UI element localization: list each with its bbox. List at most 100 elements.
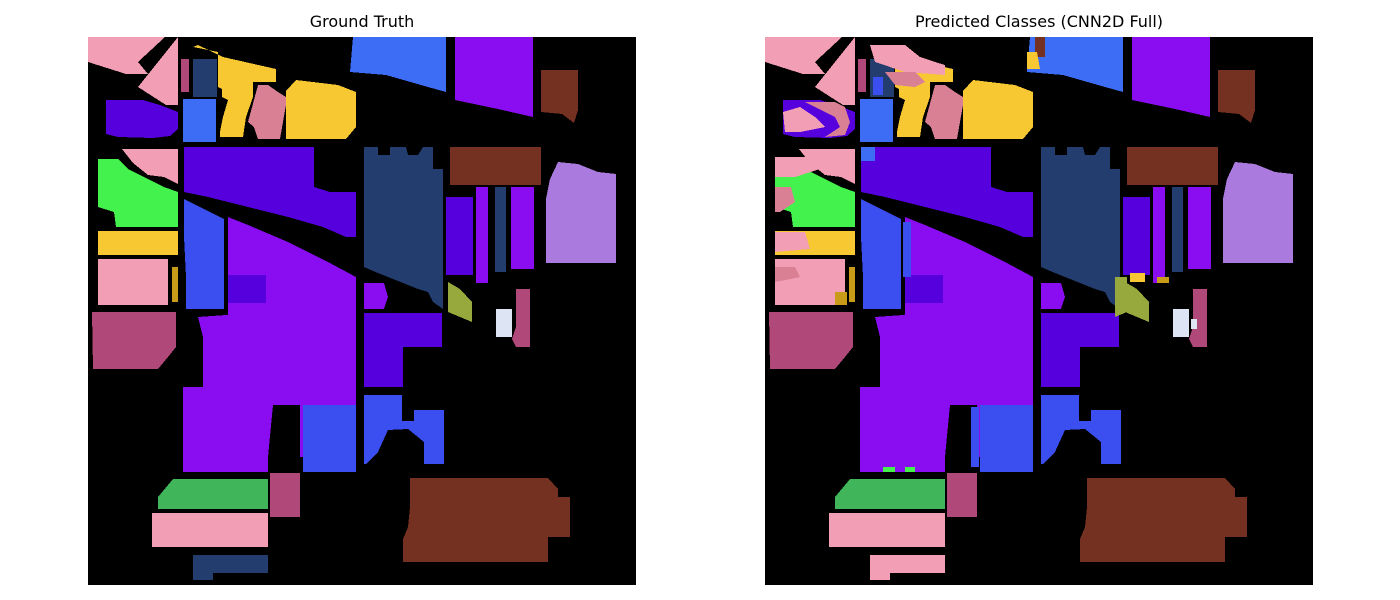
class-region-brown (1218, 70, 1255, 123)
class-region-mauve (925, 85, 963, 139)
class-region-dark-gold (849, 267, 855, 302)
class-region-blue (860, 99, 893, 142)
class-region-navy (193, 59, 217, 97)
class-region-pink (775, 259, 845, 305)
class-region-violet (446, 197, 473, 275)
class-region-navy (193, 555, 268, 580)
class-region-violet (1041, 313, 1119, 387)
class-region-navy (1172, 187, 1183, 272)
class-region-pink (870, 555, 945, 580)
class-region-brown (541, 70, 578, 123)
class-region-purple (511, 187, 534, 269)
predicted-classes-title: Predicted Classes (CNN2D Full) (914, 12, 1164, 31)
class-region-pink (829, 513, 945, 547)
class-region-magenta (270, 473, 300, 517)
class-region-purple (364, 283, 388, 309)
class-region-blue (183, 99, 216, 142)
class-region-navy (495, 187, 506, 272)
class-region-royal (873, 77, 883, 95)
class-region-purple (1041, 283, 1065, 309)
class-region-royal (184, 199, 224, 309)
class-region-violet (861, 147, 1033, 237)
class-region-purple (860, 457, 945, 472)
class-region-gold (193, 45, 276, 137)
class-region-white (1191, 319, 1197, 329)
ground-truth-map (88, 37, 636, 585)
class-region-pink (775, 232, 810, 252)
class-region-pink (799, 149, 855, 184)
class-region-magenta (92, 312, 176, 369)
class-region-royal (364, 395, 444, 464)
class-region-brown (403, 478, 570, 562)
class-region-gold (286, 80, 356, 139)
class-region-blue (1027, 37, 1123, 92)
class-region-brown (1127, 147, 1218, 185)
class-region-violet (1123, 197, 1150, 275)
class-region-brown (1080, 478, 1247, 562)
class-region-mauve (775, 267, 800, 282)
class-region-purple (1153, 187, 1165, 283)
class-region-royal (971, 407, 979, 467)
class-region-pink (88, 37, 165, 74)
class-region-gold (1027, 52, 1040, 69)
class-region-purple (183, 457, 268, 472)
class-region-mauve (805, 102, 850, 137)
predicted-classes-map (765, 37, 1313, 585)
class-region-dark-green (835, 479, 945, 509)
class-region-brown (1035, 37, 1045, 57)
class-region-pink (152, 513, 268, 547)
ground-truth-title: Ground Truth (309, 12, 415, 31)
class-region-mauve (248, 85, 286, 139)
class-region-violet (106, 100, 178, 138)
class-region-dark-green (158, 479, 268, 509)
class-region-olive (448, 282, 472, 322)
class-region-pink (765, 37, 842, 74)
class-region-violet (364, 313, 442, 387)
class-region-lilac (1223, 162, 1293, 263)
class-region-royal (903, 222, 911, 277)
class-region-purple (860, 217, 1033, 457)
class-region-gold (1130, 273, 1145, 282)
class-region-green (883, 467, 895, 472)
class-region-purple (1188, 187, 1211, 269)
class-region-magenta (858, 59, 866, 92)
class-region-violet (184, 147, 356, 237)
class-region-dark-gold (1157, 277, 1169, 283)
class-region-olive (1125, 282, 1149, 322)
class-region-blue (350, 37, 446, 92)
class-region-magenta (1189, 289, 1207, 347)
class-region-purple (1132, 37, 1210, 117)
class-region-royal (303, 405, 356, 472)
class-region-mauve (885, 72, 925, 87)
class-region-purple (476, 187, 488, 283)
class-region-brown (450, 147, 541, 185)
class-region-dark-gold (835, 292, 847, 305)
class-region-royal (861, 199, 901, 309)
class-region-blue (861, 147, 875, 161)
class-region-navy (364, 147, 443, 309)
class-region-gold (963, 80, 1033, 139)
class-region-pink (815, 37, 855, 105)
class-region-violet (905, 275, 943, 303)
class-region-pink (870, 45, 945, 75)
class-region-olive (1115, 277, 1127, 317)
class-region-navy (1041, 147, 1120, 309)
class-region-magenta (947, 473, 977, 517)
class-region-gold (98, 231, 178, 255)
class-region-magenta (181, 59, 189, 92)
class-region-pink (98, 259, 168, 305)
class-region-magenta (512, 289, 530, 347)
class-region-royal (1041, 395, 1121, 464)
class-region-purple (455, 37, 533, 117)
class-region-mauve (775, 187, 795, 212)
class-region-pink (775, 157, 820, 177)
class-region-violet (228, 275, 266, 303)
class-region-green (905, 467, 915, 472)
class-region-pink (138, 37, 178, 105)
class-region-pink (122, 149, 178, 184)
class-region-pink (783, 107, 825, 132)
class-region-purple (183, 217, 356, 457)
class-region-green (98, 159, 178, 227)
class-region-white (496, 309, 512, 337)
class-region-white (1173, 309, 1189, 337)
